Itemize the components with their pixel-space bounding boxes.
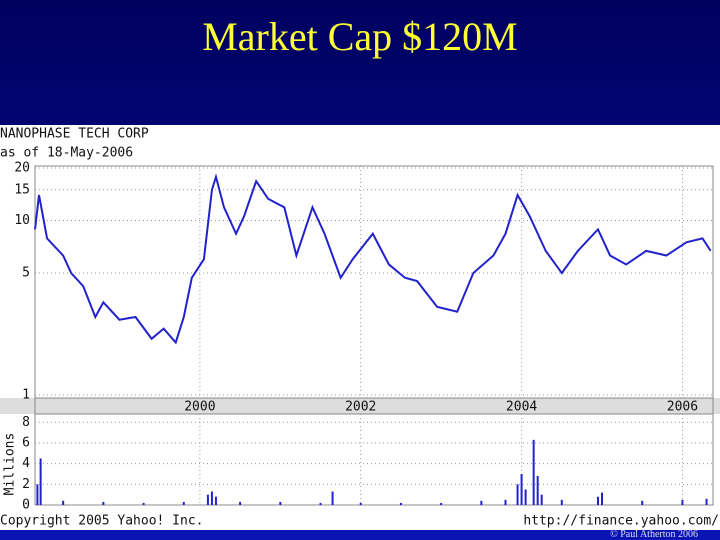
y-tick-label: 4 — [22, 456, 30, 471]
volume-bar — [36, 484, 39, 505]
volume-bar — [440, 502, 443, 505]
volume-bar — [102, 501, 105, 505]
source-url: http://finance.yahoo.com/ — [523, 514, 719, 529]
volume-bar — [524, 489, 527, 505]
volume-bar — [359, 502, 362, 505]
volume-bar — [705, 498, 708, 505]
volume-bar — [516, 484, 519, 505]
volume-bar — [536, 476, 539, 505]
volume-bar — [540, 494, 543, 505]
volume-bar — [504, 499, 507, 505]
y-tick-label: 0 — [22, 498, 30, 513]
volume-bar — [182, 501, 185, 505]
slide-title: Market Cap $120M — [202, 14, 518, 59]
volume-bar — [399, 502, 402, 505]
chart-panel — [0, 125, 720, 530]
chart-subtitle: as of 18-May-2006 — [0, 146, 133, 161]
volume-bar — [214, 496, 217, 505]
volume-bar — [560, 499, 563, 505]
volume-bar — [62, 500, 65, 505]
volume-bar — [206, 494, 209, 505]
copyright: Copyright 2005 Yahoo! Inc. — [0, 514, 204, 529]
y-tick-label: 6 — [22, 435, 30, 450]
y-tick-label: 8 — [22, 415, 30, 430]
plot-frame — [34, 165, 714, 506]
x-tick-label: 2004 — [506, 400, 537, 415]
volume-bar — [601, 492, 604, 505]
price-line — [34, 173, 712, 345]
volume-bar — [210, 491, 213, 505]
volume-bar — [142, 502, 145, 505]
date-band — [0, 398, 720, 414]
volume-bar — [641, 500, 644, 505]
x-tick-label: 2006 — [667, 400, 698, 415]
volume-bar — [596, 496, 599, 505]
volume-bar — [480, 500, 483, 505]
y-tick-label: 2 — [22, 477, 30, 492]
x-tick-label: 2002 — [345, 400, 376, 415]
chart-title: NANOPHASE TECH CORP — [0, 127, 149, 142]
footer: © Paul Atherton 2006 — [610, 529, 698, 540]
y-tick-label: 5 — [22, 266, 30, 281]
y-tick-label: 1 — [22, 388, 30, 403]
volume-bar — [319, 502, 322, 505]
y-tick-label: 20 — [14, 161, 30, 176]
volume-bar — [279, 501, 282, 505]
volume-bar — [239, 501, 242, 505]
x-tick-label: 2000 — [184, 400, 215, 415]
volume-bar — [39, 458, 42, 505]
volume-bar — [532, 439, 535, 505]
volume-bar — [520, 473, 523, 505]
volume-bar — [681, 499, 684, 505]
volume-bar — [331, 491, 334, 505]
y-axis-label: Millions — [3, 433, 18, 496]
y-tick-label: 10 — [14, 213, 30, 228]
y-tick-label: 15 — [14, 182, 30, 197]
